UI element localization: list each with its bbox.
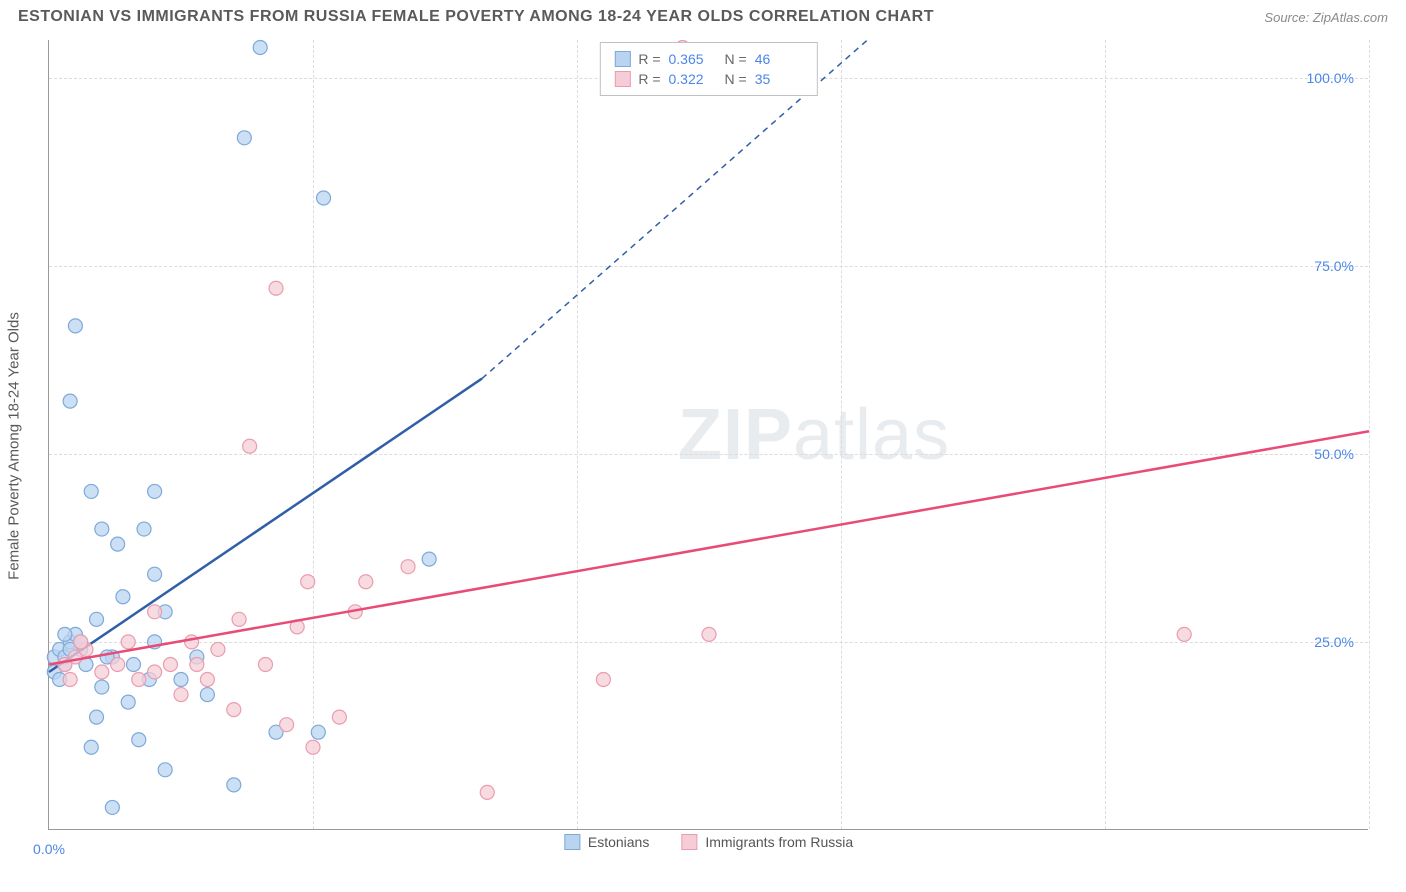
r-label: R = bbox=[638, 71, 660, 87]
legend-row-russia: R = 0.322 N = 35 bbox=[614, 69, 802, 89]
series-name-russia: Immigrants from Russia bbox=[705, 834, 853, 850]
n-value-estonians: 46 bbox=[755, 51, 803, 67]
source-value: ZipAtlas.com bbox=[1313, 10, 1388, 25]
r-value-russia: 0.322 bbox=[669, 71, 717, 87]
chart-title: ESTONIAN VS IMMIGRANTS FROM RUSSIA FEMAL… bbox=[18, 8, 934, 26]
r-label: R = bbox=[638, 51, 660, 67]
swatch-estonians bbox=[614, 51, 630, 67]
series-name-estonians: Estonians bbox=[588, 834, 649, 850]
legend-row-estonians: R = 0.365 N = 46 bbox=[614, 49, 802, 69]
series-legend: Estonians Immigrants from Russia bbox=[552, 830, 865, 854]
plot-area: ZIPatlas 25.0%50.0%75.0%100.0%0.0% R = 0… bbox=[48, 40, 1368, 830]
y-axis-title: Female Poverty Among 18-24 Year Olds bbox=[6, 312, 23, 580]
x-tick-label: 0.0% bbox=[33, 841, 65, 857]
legend-item-estonians: Estonians bbox=[564, 834, 649, 850]
legend-item-russia: Immigrants from Russia bbox=[681, 834, 853, 850]
n-label: N = bbox=[725, 71, 747, 87]
chart-source: Source: ZipAtlas.com bbox=[1264, 10, 1388, 25]
chart-header: ESTONIAN VS IMMIGRANTS FROM RUSSIA FEMAL… bbox=[0, 0, 1406, 32]
r-value-estonians: 0.365 bbox=[669, 51, 717, 67]
swatch-estonians bbox=[564, 834, 580, 850]
swatch-russia bbox=[681, 834, 697, 850]
scatter-chart bbox=[49, 40, 1368, 829]
swatch-russia bbox=[614, 71, 630, 87]
source-label: Source: bbox=[1264, 10, 1309, 25]
n-value-russia: 35 bbox=[755, 71, 803, 87]
correlation-legend: R = 0.365 N = 46 R = 0.322 N = 35 bbox=[599, 42, 817, 96]
n-label: N = bbox=[725, 51, 747, 67]
